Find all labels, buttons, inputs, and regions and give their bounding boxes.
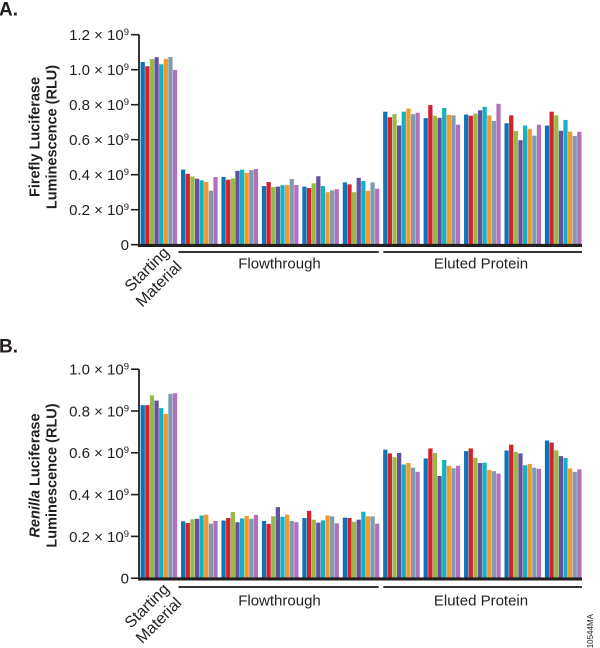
svg-text:Flowthrough: Flowthrough [238,593,321,610]
svg-text:1.0 × 109: 1.0 × 109 [69,62,129,79]
svg-text:0.8 × 109: 0.8 × 109 [69,403,129,420]
svg-text:0.4 × 109: 0.4 × 109 [69,167,129,184]
svg-text:A.: A. [0,0,18,21]
svg-text:0.4 × 109: 0.4 × 109 [69,487,129,504]
svg-text:0.6 × 109: 0.6 × 109 [69,132,129,149]
svg-text:0.8 × 109: 0.8 × 109 [69,97,129,114]
svg-text:Firefly Luciferase: Firefly Luciferase [28,77,44,197]
svg-text:Flowthrough: Flowthrough [238,256,321,273]
svg-text:1.2 × 109: 1.2 × 109 [69,27,129,44]
svg-text:10544MA: 10544MA [586,613,595,648]
svg-text:Luminescence (RLU): Luminescence (RLU) [45,403,61,547]
svg-text:0.6 × 109: 0.6 × 109 [69,445,129,462]
svg-text:Luminescence (RLU): Luminescence (RLU) [45,65,61,209]
svg-text:0: 0 [121,571,129,588]
svg-text:Renilla Luciferase: Renilla Luciferase [28,413,44,537]
svg-text:1.0 × 109: 1.0 × 109 [69,362,129,379]
svg-text:0.2 × 109: 0.2 × 109 [69,529,129,546]
svg-text:0: 0 [121,237,129,254]
svg-text:B.: B. [0,337,18,358]
svg-text:Eluted Protein: Eluted Protein [434,593,528,610]
svg-text:0.2 × 109: 0.2 × 109 [69,202,129,219]
svg-text:Eluted Protein: Eluted Protein [434,256,528,273]
